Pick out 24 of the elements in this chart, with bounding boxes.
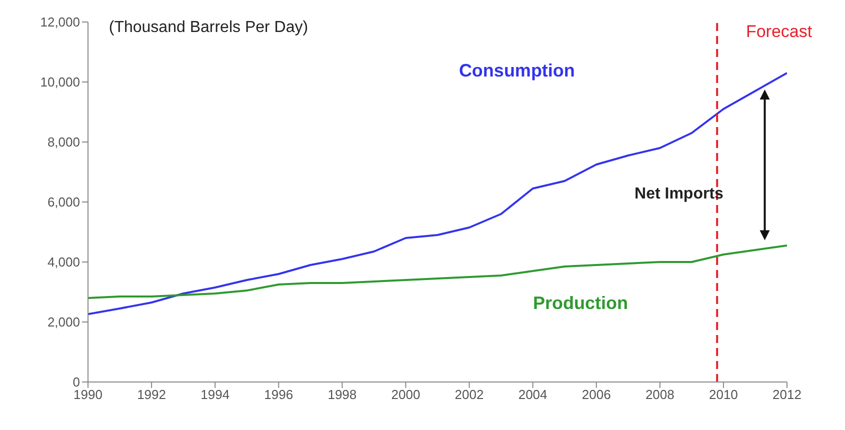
- x-tick-label: 2012: [772, 387, 802, 402]
- y-tick-label: 6,000: [47, 194, 80, 210]
- ref-line-label: Forecast: [746, 22, 812, 42]
- y-tick-label: 4,000: [47, 254, 80, 270]
- x-tick-label: 2008: [645, 387, 674, 402]
- x-tick-label: 1996: [264, 387, 294, 402]
- x-tick-label: 1990: [74, 387, 102, 402]
- x-tick-label: 2000: [391, 387, 420, 402]
- y-tick-label: 0: [72, 374, 80, 390]
- y-axis-title: (Thousand Barrels Per Day): [108, 19, 308, 36]
- y-tick-label: 12,000: [40, 14, 80, 30]
- y-tick-label: 2,000: [47, 314, 80, 330]
- x-tick-label: 1994: [200, 387, 230, 402]
- x-tick-label: 2002: [454, 387, 484, 402]
- x-tick-label: 1998: [328, 387, 357, 402]
- x-tick-label: 2010: [708, 387, 738, 402]
- series-label: Production: [532, 292, 628, 313]
- y-tick-label: 10,000: [40, 74, 80, 90]
- y-tick-label: 8,000: [47, 134, 80, 150]
- x-tick-label: 2006: [582, 387, 611, 402]
- text: Consumption: [458, 60, 575, 80]
- x-tick-label: 2004: [518, 387, 548, 402]
- x-tick-label: 1992: [137, 387, 166, 402]
- annotation: Net Imports: [634, 186, 724, 203]
